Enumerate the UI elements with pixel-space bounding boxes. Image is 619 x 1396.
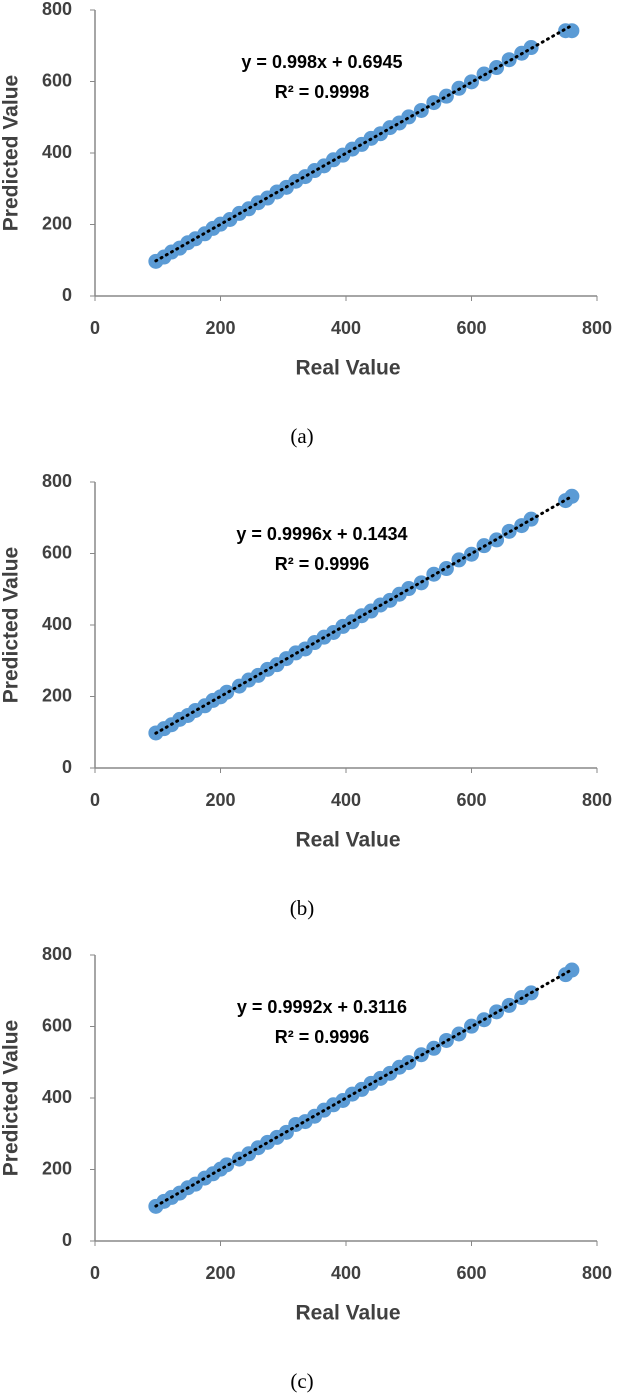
x-tick-label: 800: [582, 318, 612, 338]
trendline: [154, 23, 574, 263]
x-axis-title: Real Value: [295, 829, 400, 852]
x-tick-label: 800: [582, 790, 612, 810]
point: [401, 1055, 417, 1071]
trendline: [154, 968, 574, 1208]
annotation: y = 0.9992x + 0.3116: [237, 997, 407, 1017]
x-tick-label: 200: [205, 318, 235, 338]
point: [438, 561, 454, 577]
point: [438, 88, 454, 104]
y-tick-label: 0: [62, 757, 72, 777]
x-tick-label: 0: [90, 318, 100, 338]
y-axis-title: Predicted Value: [0, 547, 23, 703]
x-tick-label: 0: [90, 790, 100, 810]
x-tick-label: 400: [331, 318, 361, 338]
y-tick-label: 800: [42, 0, 72, 19]
x-tick-label: 400: [331, 1263, 361, 1283]
point: [401, 581, 417, 597]
point: [501, 997, 517, 1013]
y-tick-label: 400: [42, 614, 72, 634]
caption: (c): [290, 1369, 313, 1393]
y-tick-label: 800: [42, 471, 72, 491]
x-tick-label: 200: [205, 1263, 235, 1283]
trendline: [154, 494, 574, 735]
point: [401, 109, 417, 125]
point: [464, 546, 479, 562]
y-tick-label: 600: [42, 542, 72, 562]
y-tick-label: 200: [42, 213, 72, 233]
x-axis-title: Real Value: [295, 357, 400, 380]
y-tick-label: 0: [62, 285, 72, 305]
annotation: y = 0.9996x + 0.1434: [236, 524, 407, 544]
x-tick-label: 400: [331, 790, 361, 810]
x-tick-label: 800: [582, 1263, 612, 1283]
annotation: R² = 0.9998: [275, 82, 370, 102]
y-axis-title: Predicted Value: [0, 75, 23, 231]
y-tick-label: 200: [42, 1158, 72, 1178]
point: [464, 1018, 479, 1034]
y-tick-label: 400: [42, 142, 72, 162]
point: [564, 962, 580, 978]
annotation: R² = 0.9996: [275, 1027, 370, 1047]
y-tick-label: 400: [42, 1087, 72, 1107]
x-tick-label: 0: [90, 1263, 100, 1283]
x-tick-label: 200: [205, 790, 235, 810]
x-tick-label: 600: [456, 1263, 486, 1283]
caption: (b): [290, 896, 315, 920]
x-axis-title: Real Value: [295, 1302, 400, 1325]
y-tick-label: 600: [42, 1015, 72, 1035]
y-tick-label: 0: [62, 1230, 72, 1250]
y-tick-label: 200: [42, 685, 72, 705]
y-tick-label: 800: [42, 944, 72, 964]
y-axis-title: Predicted Value: [0, 1020, 23, 1176]
annotation: R² = 0.9996: [275, 554, 370, 574]
x-tick-label: 600: [456, 790, 486, 810]
point: [464, 74, 479, 90]
annotation: y = 0.998x + 0.6945: [241, 52, 402, 72]
y-tick-label: 600: [42, 70, 72, 90]
x-tick-label: 600: [456, 318, 486, 338]
point: [564, 23, 580, 39]
caption: (a): [290, 424, 313, 448]
point: [564, 488, 580, 504]
